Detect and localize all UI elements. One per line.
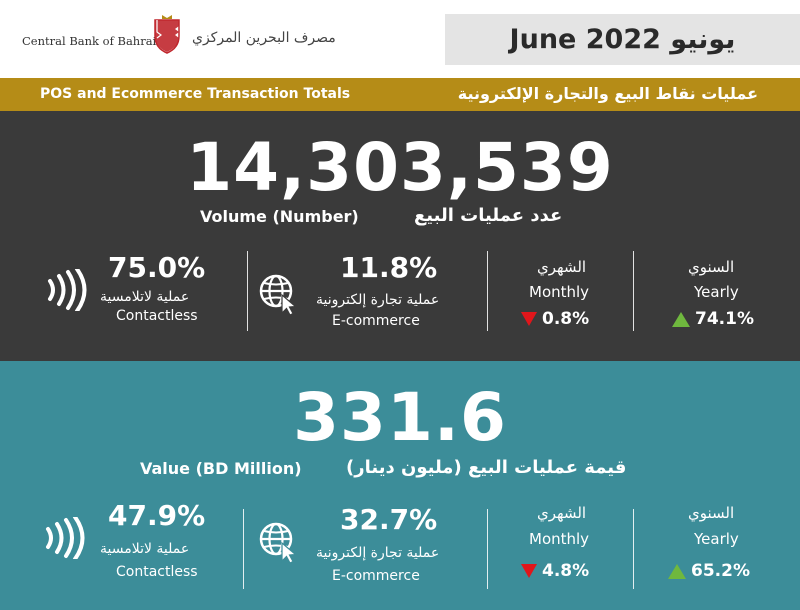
bank-name-ar: مصرف البحرين المركزي: [192, 30, 336, 46]
divider: [243, 509, 244, 589]
title-ar: عمليات نقاط البيع والتجارة الإلكترونية: [457, 84, 758, 103]
value-total: 331.6: [293, 379, 507, 456]
globe-cursor-icon: [259, 522, 297, 563]
volume-label-ar: عدد عمليات البيع: [414, 205, 563, 226]
volume-ecommerce-ar: عملية تجارة إلكترونية: [316, 292, 440, 308]
volume-yearly-ar: السنوي: [688, 258, 735, 276]
period-label: June 2022 يونيو: [445, 14, 800, 65]
volume-yearly-en: Yearly: [694, 283, 739, 301]
value-contactless-pct: 47.9%: [108, 499, 206, 532]
value-ecommerce-ar: عملية تجارة إلكترونية: [316, 545, 440, 561]
divider: [633, 251, 634, 331]
volume-contactless-pct: 75.0%: [108, 251, 206, 284]
volume-ecommerce-en: E-commerce: [332, 313, 420, 329]
globe-cursor-icon: [259, 274, 297, 315]
volume-yearly-change: 74.1%: [672, 309, 754, 329]
title-bar: POS and Ecommerce Transaction Totals عمل…: [0, 78, 800, 111]
volume-contactless-en: Contactless: [116, 308, 198, 324]
volume-section: 14,303,539 Volume (Number) عدد عمليات ال…: [0, 111, 800, 361]
arrow-up-icon: [672, 311, 690, 327]
contactless-icon: [46, 517, 85, 559]
value-ecommerce-pct: 32.7%: [340, 503, 438, 536]
value-contactless-ar: عملية لاتلامسية: [100, 541, 190, 557]
value-section: 331.6 Value (BD Million) قيمة عمليات الب…: [0, 361, 800, 610]
value-yearly-en: Yearly: [694, 530, 739, 548]
divider: [487, 251, 488, 331]
value-yearly-ar: السنوي: [688, 504, 735, 522]
arrow-up-icon: [668, 563, 686, 579]
contactless-icon: [48, 269, 87, 311]
divider: [247, 251, 248, 331]
value-yearly-value: 65.2%: [691, 561, 750, 581]
title-en: POS and Ecommerce Transaction Totals: [40, 86, 351, 102]
value-monthly-ar: الشهري: [537, 504, 587, 522]
volume-monthly-change: 0.8%: [521, 309, 589, 329]
volume-monthly-en: Monthly: [529, 283, 590, 301]
volume-contactless-ar: عملية لاتلامسية: [100, 289, 190, 305]
volume-monthly-ar: الشهري: [537, 258, 587, 276]
value-monthly-value: 4.8%: [542, 561, 590, 581]
value-label-en: Value (BD Million): [140, 459, 302, 478]
header: Central Bank of Bahrain مصرف البحرين الم…: [0, 0, 800, 78]
arrow-down-icon: [521, 312, 537, 326]
value-contactless-en: Contactless: [116, 564, 198, 580]
value-label-ar: قيمة عمليات البيع (مليون دينار): [346, 457, 627, 478]
volume-yearly-value: 74.1%: [695, 309, 754, 329]
volume-label-en: Volume (Number): [200, 207, 359, 226]
volume-ecommerce-pct: 11.8%: [340, 251, 438, 284]
divider: [487, 509, 488, 589]
bank-name-en: Central Bank of Bahrain: [22, 34, 164, 48]
divider: [633, 509, 634, 589]
volume-total: 14,303,539: [186, 129, 614, 206]
value-ecommerce-en: E-commerce: [332, 568, 420, 584]
value-monthly-change: 4.8%: [521, 561, 589, 581]
value-yearly-change: 65.2%: [668, 561, 750, 581]
volume-monthly-value: 0.8%: [542, 309, 590, 329]
bank-crest-icon: [154, 15, 180, 54]
arrow-down-icon: [521, 564, 537, 578]
value-monthly-en: Monthly: [529, 530, 590, 548]
